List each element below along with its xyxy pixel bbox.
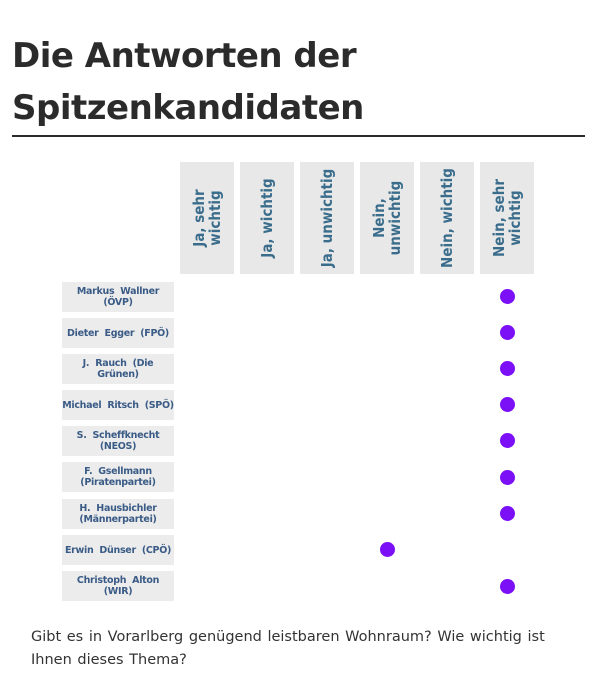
column-header-label: Ja, sehr wichtig <box>190 189 224 247</box>
answer-dot <box>379 541 395 557</box>
candidate-label-duenser: Erwin Dünser (CPÖ) <box>62 535 174 565</box>
candidate-label-alton: Christoph Alton (WIR) <box>62 571 174 601</box>
column-header-nein-wichtig: Nein, wichtig <box>420 162 474 274</box>
candidate-name: Michael Ritsch (SPÖ) <box>62 399 174 411</box>
column-header-label: Nein, sehr wichtig <box>490 179 524 257</box>
column-header-nein-sehr-wichtig: Nein, sehr wichtig <box>480 162 534 274</box>
candidate-name: Christoph Alton (WIR) <box>76 575 160 597</box>
column-header-label: Nein, unwichtig <box>370 180 404 256</box>
candidate-label-gsellmann: F. Gsellmann (Piratenpartei) <box>62 462 174 492</box>
column-header-label: Nein, wichtig <box>438 168 456 268</box>
column-header-ja-sehr-wichtig: Ja, sehr wichtig <box>180 162 234 274</box>
candidate-name: S. Scheffknecht (NEOS) <box>76 430 160 452</box>
candidate-name: F. Gsellmann (Piratenpartei) <box>80 466 156 488</box>
candidate-label-scheffknecht: S. Scheffknecht (NEOS) <box>62 426 174 456</box>
column-header-label: Ja, unwichtig <box>318 168 336 268</box>
title-divider <box>12 135 585 137</box>
answer-dot <box>499 432 515 448</box>
column-header-nein-unwichtig: Nein, unwichtig <box>360 162 414 274</box>
candidate-name: Erwin Dünser (CPÖ) <box>64 544 172 556</box>
answer-dot <box>499 324 515 340</box>
candidate-label-wallner: Markus Wallner (ÖVP) <box>62 282 174 312</box>
question-text: Gibt es in Vorarlberg genügend leistbare… <box>31 629 545 668</box>
candidate-label-rauch: J. Rauch (Die Grünen) <box>62 354 174 384</box>
answer-dot <box>499 396 515 412</box>
candidate-label-hausbichler: H. Hausbichler (Männerpartei) <box>62 499 174 529</box>
candidate-name: Markus Wallner (ÖVP) <box>76 286 160 308</box>
answer-dot <box>499 469 515 485</box>
answer-dot <box>499 505 515 521</box>
page-title: Die Antworten der Spitzenkandidaten <box>12 36 364 128</box>
column-header-ja-unwichtig: Ja, unwichtig <box>300 162 354 274</box>
answer-dot <box>499 578 515 594</box>
answer-dot <box>499 288 515 304</box>
candidate-label-egger: Dieter Egger (FPÖ) <box>62 318 174 348</box>
candidate-name: H. Hausbichler (Männerpartei) <box>79 503 157 525</box>
candidate-name: J. Rauch (Die Grünen) <box>82 358 154 380</box>
answer-dot <box>499 360 515 376</box>
column-header-label: Ja, wichtig <box>258 178 276 258</box>
candidate-name: Dieter Egger (FPÖ) <box>67 327 169 339</box>
column-header-ja-wichtig: Ja, wichtig <box>240 162 294 274</box>
candidate-label-ritsch: Michael Ritsch (SPÖ) <box>62 390 174 420</box>
